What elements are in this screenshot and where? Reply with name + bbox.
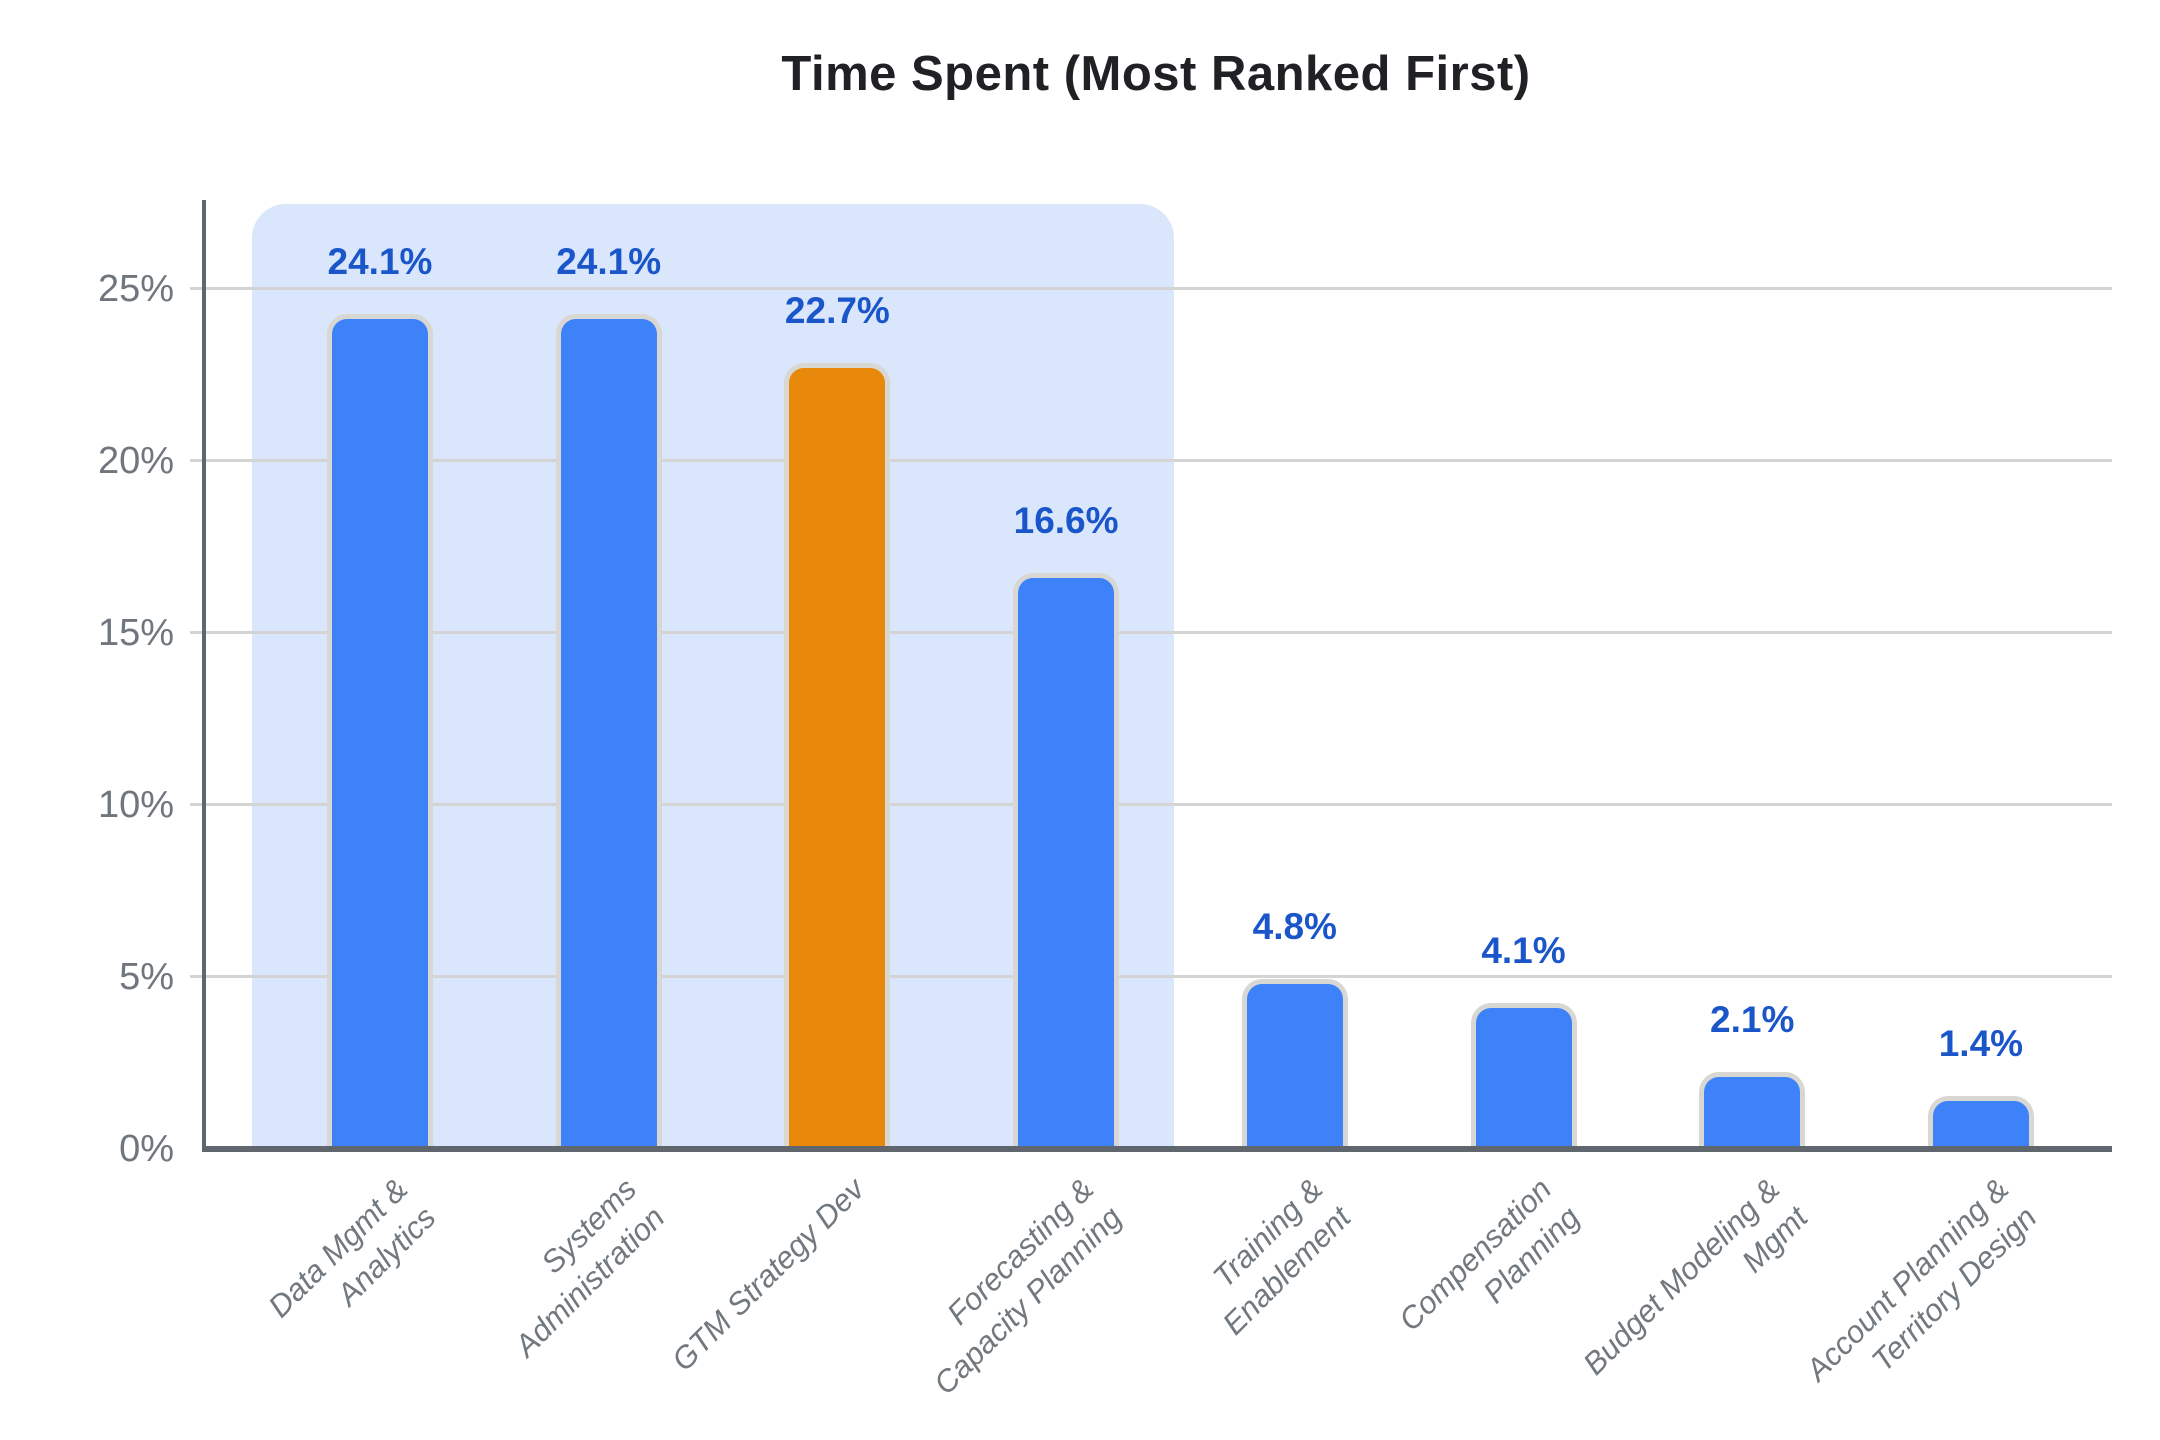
- bar-value-label: 4.1%: [1481, 929, 1566, 971]
- bar: [784, 362, 891, 1149]
- bar: [1927, 1095, 2034, 1149]
- bar-value-label: 1.4%: [1938, 1022, 2024, 1064]
- bar: [327, 314, 433, 1149]
- gridline: [190, 286, 2112, 290]
- y-axis-tick-label: 25%: [97, 267, 174, 310]
- chart-title: Time Spent (Most Ranked First): [781, 47, 1531, 101]
- bar-value-label: 2.1%: [1710, 998, 1795, 1040]
- bar: [1699, 1071, 1806, 1149]
- bar-value-label: 4.8%: [1252, 905, 1337, 947]
- gridline: [190, 802, 2112, 806]
- gridline: [190, 974, 2112, 978]
- bar: [1241, 978, 1348, 1149]
- bar: [555, 314, 662, 1149]
- bar-value-label: 16.6%: [1013, 499, 1119, 541]
- bar: [1470, 1002, 1577, 1149]
- bar-value-label: 22.7%: [784, 289, 890, 331]
- gridline: [190, 630, 2112, 634]
- bar: [1013, 572, 1120, 1149]
- y-axis-tick-label: 0%: [119, 1128, 174, 1170]
- bar-value-label: 24.1%: [327, 241, 433, 283]
- gridline: [190, 458, 2112, 462]
- y-axis-tick-label: 15%: [97, 611, 174, 654]
- y-axis-line: [202, 200, 206, 1151]
- y-axis-tick-label: 10%: [97, 783, 174, 826]
- x-axis-baseline: [202, 1146, 2112, 1152]
- y-axis-tick-label: 20%: [97, 439, 174, 482]
- bar-value-label: 24.1%: [556, 241, 662, 283]
- y-axis-tick-label: 5%: [119, 955, 174, 998]
